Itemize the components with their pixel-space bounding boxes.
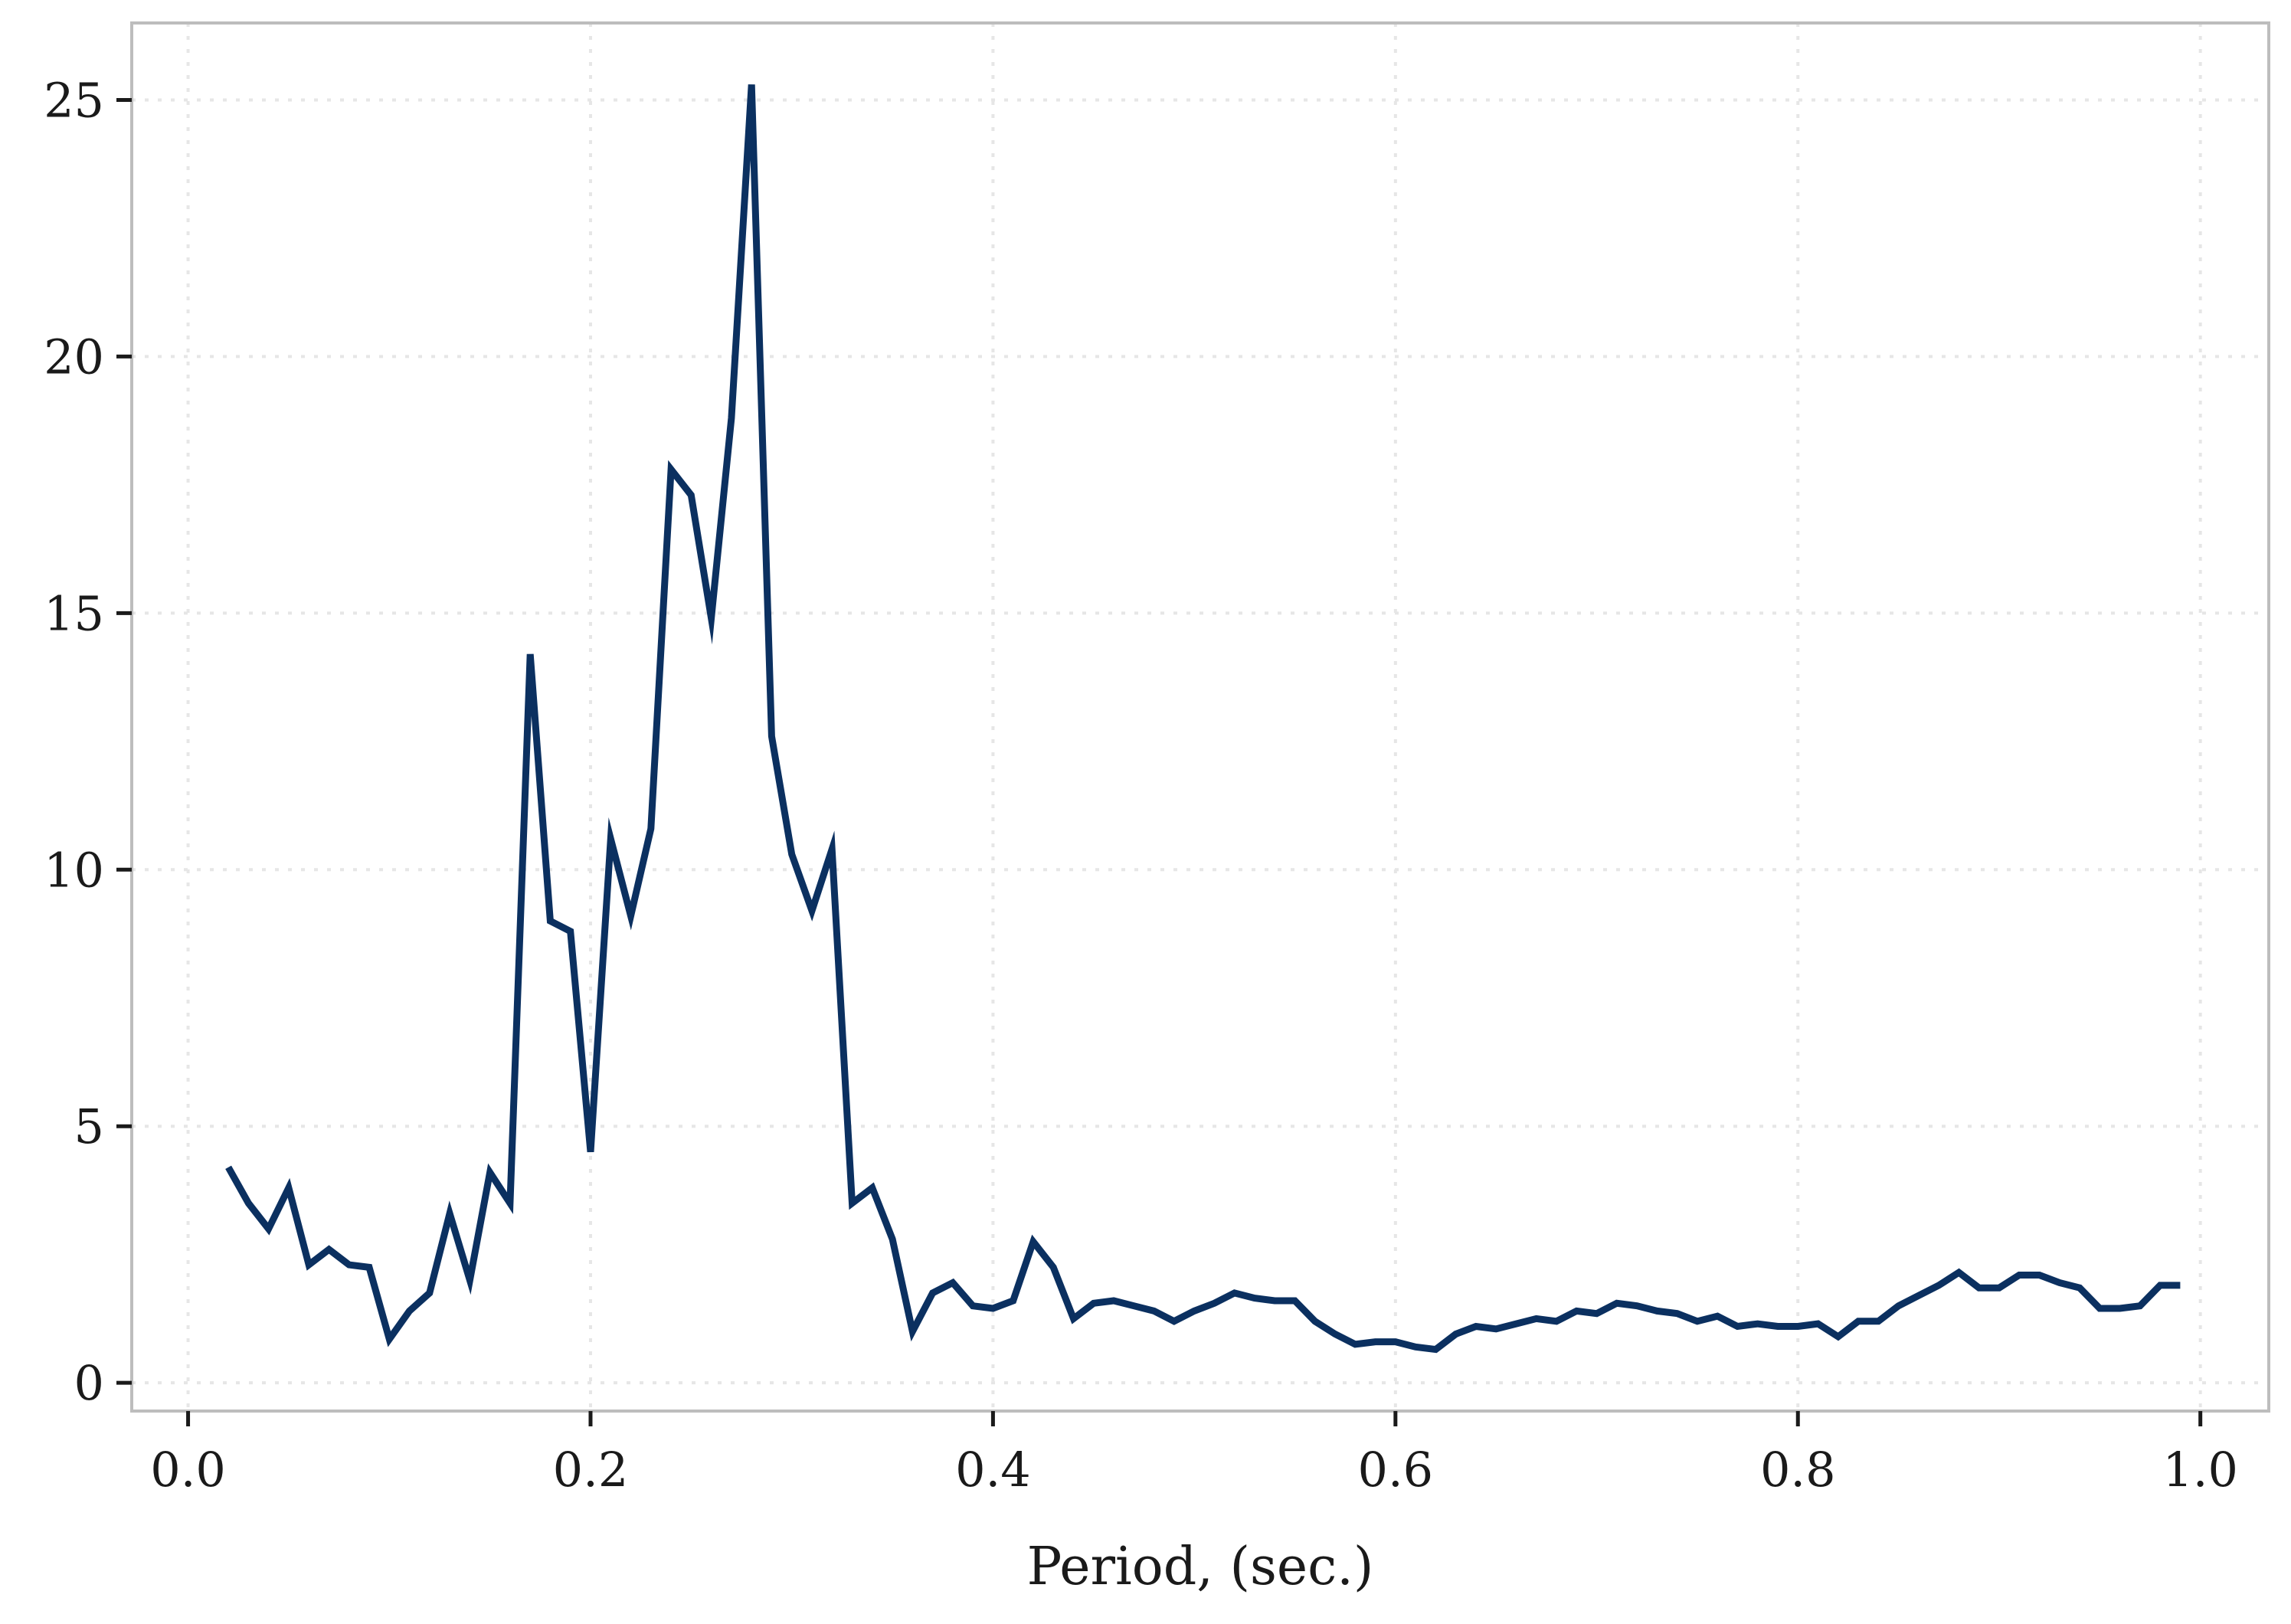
plot-frame xyxy=(130,21,2270,1413)
x-axis-title: Period, (sec.) xyxy=(1027,1537,1374,1597)
x-tick-label: 0.0 xyxy=(150,1442,226,1498)
y-tick-label: 5 xyxy=(74,1098,104,1154)
x-tick-label: 0.6 xyxy=(1358,1442,1434,1498)
axis-ticks: 0.0 0.2 0.4 0.6 0.8 1.0 0 5 10 15 20 25 xyxy=(44,72,2238,1498)
grid-lines xyxy=(132,23,2269,1411)
y-tick-label: 20 xyxy=(44,329,104,385)
series-layer xyxy=(225,84,2181,1354)
y-tick-label: 10 xyxy=(44,842,104,898)
x-tick-label: 1.0 xyxy=(2162,1442,2238,1498)
y-tick-label: 0 xyxy=(74,1355,104,1411)
x-tick-label: 0.8 xyxy=(1760,1442,1836,1498)
x-tick-label: 0.2 xyxy=(553,1442,629,1498)
series-line xyxy=(225,84,2181,1354)
x-tick-label: 0.4 xyxy=(955,1442,1031,1498)
y-tick-label: 25 xyxy=(44,72,104,128)
y-tick-label: 15 xyxy=(44,585,104,641)
